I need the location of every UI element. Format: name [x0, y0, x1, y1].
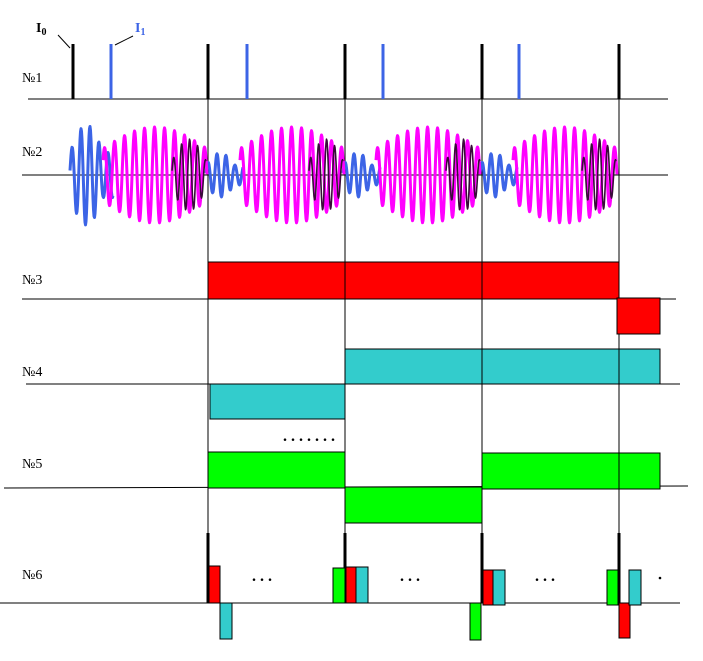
magenta-packet-1 — [101, 125, 209, 225]
svg-text:I0: I0 — [36, 21, 46, 38]
i0-pointer — [57, 34, 71, 49]
row-label-1: №1 — [22, 71, 42, 86]
i1-pointer — [114, 35, 134, 46]
label-i1-main: I — [135, 21, 140, 36]
blue-packet-4 — [478, 152, 519, 199]
dark-packet-2 — [308, 138, 344, 211]
row-label-2: №2 — [22, 145, 42, 160]
row-5-bars — [207, 451, 661, 524]
label-i0: I0 — [36, 21, 46, 38]
row-4-bars — [209, 348, 661, 420]
row-label-3: №3 — [22, 273, 42, 288]
row4-cyan-bar-low — [209, 383, 346, 420]
row-6-pulses — [206, 533, 642, 641]
row-2-waves — [68, 125, 619, 227]
row6-red-3 — [482, 569, 494, 606]
row-label-6: №6 — [22, 568, 42, 583]
row-label-5: №5 — [22, 457, 42, 472]
magenta-packet-2 — [238, 125, 346, 225]
row5-green-bar-1 — [207, 451, 346, 489]
dark-packet-3 — [445, 138, 481, 211]
row6-cyan-1 — [355, 566, 369, 604]
label-i1: I1 — [135, 21, 145, 38]
row4-cyan-bar-3 — [618, 348, 661, 385]
dark-packet-4 — [581, 138, 617, 211]
row6-green-low-1 — [469, 602, 482, 641]
row5-green-bar-2 — [481, 452, 620, 490]
row6-green-2 — [606, 569, 619, 606]
magenta-packet-4 — [511, 125, 619, 225]
row3-red-bar-low — [616, 297, 661, 335]
row6-cyan-3 — [628, 569, 642, 606]
row5-green-bar-3 — [618, 452, 661, 490]
row6-ellipsis-2: . . . — [400, 568, 420, 585]
row3-red-bar-1 — [207, 261, 346, 300]
row-3-bars — [207, 261, 661, 335]
row6-ellipsis-1: . . . — [252, 568, 272, 585]
blue-packet-3 — [341, 152, 382, 199]
dark-packet-1 — [171, 138, 207, 211]
svg-text:I1: I1 — [135, 21, 145, 38]
label-i1-sub: 1 — [140, 27, 145, 38]
row4-cyan-bar-1 — [344, 348, 483, 385]
blue-packet-2 — [204, 152, 245, 199]
row6-trailing-dot — [658, 576, 662, 580]
row6-ellipsis-3: . . . — [535, 568, 555, 585]
row4-cyan-bar-2 — [481, 348, 620, 385]
row6-red-1 — [208, 565, 221, 604]
row6-cyan-2 — [492, 569, 506, 606]
row6-red-2 — [345, 566, 357, 604]
label-i0-sub: 0 — [41, 27, 46, 38]
label-i0-main: I — [36, 21, 41, 36]
row6-green-1 — [332, 567, 346, 604]
row3-red-bar-3 — [481, 261, 620, 300]
row-1-pulses — [71, 44, 621, 99]
row6-cyan-low-1 — [219, 602, 233, 640]
row-label-4: №4 — [22, 365, 42, 380]
row6-red-low-1 — [618, 602, 631, 639]
row4-ellipsis: . . . . . . . — [283, 428, 335, 445]
magenta-packet-3 — [374, 125, 482, 225]
row3-red-bar-2 — [344, 261, 483, 300]
row5-green-bar-low — [344, 486, 483, 524]
